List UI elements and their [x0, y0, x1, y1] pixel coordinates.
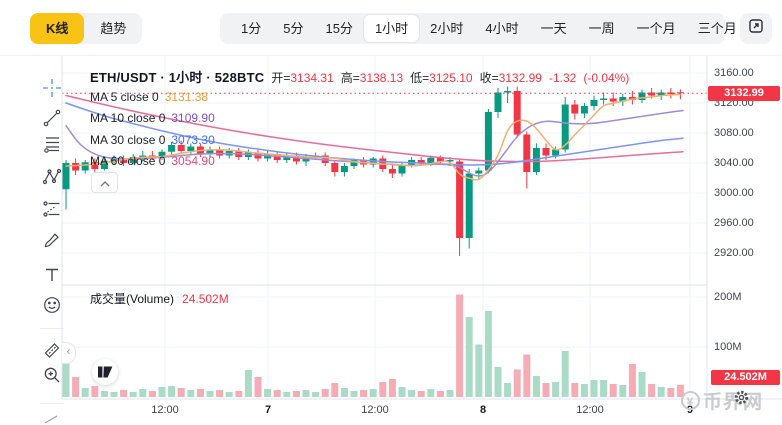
tradingview-logo[interactable]	[92, 359, 118, 385]
coin-icon: ¥	[681, 391, 700, 410]
interval-button[interactable]: 一个月	[636, 21, 676, 36]
ohlc-open: 开=3134.31	[271, 71, 334, 85]
ma-label: MA 60 close 0	[90, 154, 166, 168]
toolbar-divider	[40, 403, 64, 404]
volume-value-badge: 24.502M	[711, 370, 780, 385]
time-tick-label: 12:00	[151, 404, 179, 416]
legend-collapse-button[interactable]	[91, 172, 118, 193]
toolbar-collapse-button[interactable]: ‹	[62, 342, 76, 364]
price-tick-label: 3080.00	[714, 127, 754, 139]
ma-legend-row: MA 30 close 0 3073.30	[90, 133, 215, 147]
price-tick-label: 3000.00	[714, 187, 754, 199]
volume-value: 24.502M	[182, 292, 229, 306]
tv-logo-icon	[98, 366, 113, 378]
ohlc-close: 收=3132.99	[479, 71, 542, 85]
price-tick-label: 2920.00	[714, 247, 754, 259]
chart-type-tab[interactable]: 趋势	[100, 21, 127, 36]
interval-button[interactable]: 1小时	[363, 15, 420, 42]
time-tick-label: 12:00	[361, 404, 389, 416]
time-tick-label: 7	[264, 404, 272, 416]
ma-value: 3109.90	[171, 111, 215, 125]
expand-icon	[748, 18, 764, 39]
volume-label: 成交量(Volume)	[90, 292, 175, 306]
ma-legend-row: MA 60 close 0 3054.90	[90, 154, 215, 168]
price-tick-label: 3040.00	[714, 157, 754, 169]
interval-button[interactable]: 15分	[325, 21, 353, 36]
time-tick-label: 8	[479, 404, 487, 416]
brush-icon[interactable]	[42, 230, 62, 250]
chart-legend: ETH/USDT · 1小时 · 528BTC 开=3134.31 高=3138…	[90, 67, 629, 86]
last-price-badge: 3132.99	[708, 86, 780, 101]
parallel-lines-icon[interactable]	[42, 134, 62, 154]
axis-settings-gear-icon[interactable]	[733, 389, 750, 411]
ma-label: MA 5 close 0	[90, 90, 159, 104]
price-change-pct: (-0.04%)	[583, 71, 630, 85]
site-watermark-text: 币界网	[703, 392, 764, 413]
volume-tick-label: 200M	[714, 291, 742, 303]
price-change: -1.32	[548, 71, 577, 85]
price-tick-label: 3160.00	[714, 67, 754, 79]
interval-button[interactable]: 1分	[241, 21, 262, 36]
text-icon[interactable]	[42, 265, 62, 285]
xabcd-pattern-icon[interactable]	[42, 167, 62, 187]
forecast-icon[interactable]	[42, 199, 62, 219]
trend-line-icon[interactable]	[42, 108, 62, 128]
volume-tick-label: 100M	[714, 341, 742, 353]
ma-value: 3131.38	[164, 90, 209, 104]
ma-label: MA 10 close 0	[90, 111, 166, 125]
ma-legend-row: MA 5 close 0 3131.38	[90, 90, 208, 104]
toolbar-divider	[40, 328, 64, 329]
time-tick-label: 9	[686, 404, 694, 416]
interval-button[interactable]: 4小时	[485, 21, 519, 36]
zoom-in-icon[interactable]	[42, 365, 62, 385]
chevron-up-icon	[100, 174, 110, 192]
ma-legend-row: MA 10 close 0 3109.90	[90, 111, 215, 125]
ohlc-low: 低=3125.10	[410, 71, 473, 85]
price-tick-label: 2960.00	[714, 217, 754, 229]
chart-type-switcher: K线 趋势	[30, 13, 143, 44]
interval-button[interactable]: 三个月	[697, 21, 737, 36]
site-watermark: ¥ 币界网	[681, 387, 763, 414]
ruler-icon[interactable]	[42, 340, 62, 360]
ma-value: 3073.30	[171, 133, 215, 147]
ohlc-high: 高=3138.13	[340, 71, 404, 85]
ma-label: MA 30 close 0	[90, 133, 166, 147]
partial-line-icon[interactable]	[42, 407, 62, 425]
ma-value: 3054.90	[171, 154, 215, 168]
emoji-icon[interactable]	[42, 295, 62, 315]
interval-button[interactable]: 一周	[588, 21, 615, 36]
symbol-title: ETH/USDT · 1小时 · 528BTC	[90, 70, 265, 85]
interval-button[interactable]: 一天	[540, 21, 567, 36]
volume-legend: 成交量(Volume) 24.502M	[90, 290, 229, 307]
fullscreen-button[interactable]	[740, 13, 772, 44]
crosshair-icon[interactable]	[42, 78, 62, 98]
interval-button[interactable]: 5分	[283, 21, 304, 36]
chart-type-tab[interactable]: K线	[30, 13, 85, 44]
interval-selector: 1分 5分 15分 1小时 2小时 4小时 一天 一周 一个月 三个月	[220, 13, 737, 44]
interval-button[interactable]: 2小时	[430, 21, 464, 36]
time-tick-label: 12:00	[576, 404, 604, 416]
